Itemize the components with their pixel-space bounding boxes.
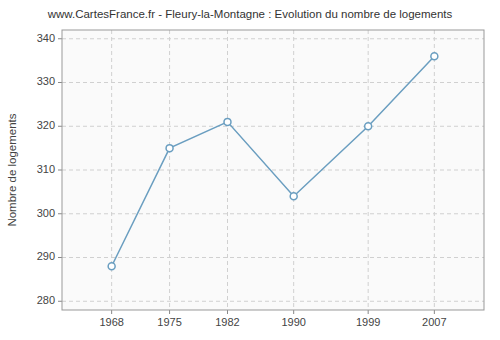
y-grid-line [62, 213, 484, 214]
x-tick-label: 2007 [422, 316, 446, 328]
y-tick-label: 330 [37, 75, 55, 87]
x-tick [169, 310, 170, 314]
y-tick [58, 38, 62, 39]
y-tick [58, 213, 62, 214]
y-tick-label: 280 [37, 294, 55, 306]
point [431, 53, 438, 60]
x-grid-line [368, 30, 369, 310]
x-tick-label: 1999 [356, 316, 380, 328]
y-tick-label: 310 [37, 163, 55, 175]
y-tick-label: 290 [37, 250, 55, 262]
x-tick [111, 310, 112, 314]
y-grid-line [62, 82, 484, 83]
plot-background [62, 30, 484, 310]
x-tick [434, 310, 435, 314]
y-grid-line [62, 38, 484, 39]
point [108, 263, 115, 270]
plot-frame [62, 30, 484, 310]
chart-container: 280 290 300 310 320 330 340 1968 1975 1982 1990 199… [0, 0, 500, 340]
x-grid-line [227, 30, 228, 310]
y-grid-line [62, 126, 484, 127]
y-grid-line [62, 170, 484, 171]
y-tick [58, 301, 62, 302]
point [290, 193, 297, 200]
x-tick-label: 1968 [99, 316, 123, 328]
point [166, 145, 173, 152]
x-grid-line [169, 30, 170, 310]
x-tick [227, 310, 228, 314]
y-tick [58, 82, 62, 83]
x-grid-line [293, 30, 294, 310]
point [365, 123, 372, 130]
y-grid-line [62, 257, 484, 258]
y-tick [58, 257, 62, 258]
title: www.CartesFrance.fr - Fleury-la-Montagne… [47, 8, 453, 20]
y-axis-label: Nombre de logements [6, 113, 18, 226]
y-tick-label: 300 [37, 207, 55, 219]
x-tick-label: 1975 [157, 316, 181, 328]
x-grid-line [434, 30, 435, 310]
x-tick [368, 310, 369, 314]
chart: 280 290 300 310 320 330 340 1968 1975 1982 1990 199… [0, 0, 500, 340]
line [112, 56, 435, 266]
y-tick [58, 126, 62, 127]
x-tick-label: 1990 [281, 316, 305, 328]
y-tick-label: 340 [37, 32, 55, 44]
point [224, 118, 231, 125]
y-tick-label: 320 [37, 119, 55, 131]
y-tick [58, 170, 62, 171]
x-tick [293, 310, 294, 314]
grid [62, 30, 484, 310]
series [108, 53, 438, 270]
x-tick-label: 1982 [215, 316, 239, 328]
y-grid-line [62, 301, 484, 302]
